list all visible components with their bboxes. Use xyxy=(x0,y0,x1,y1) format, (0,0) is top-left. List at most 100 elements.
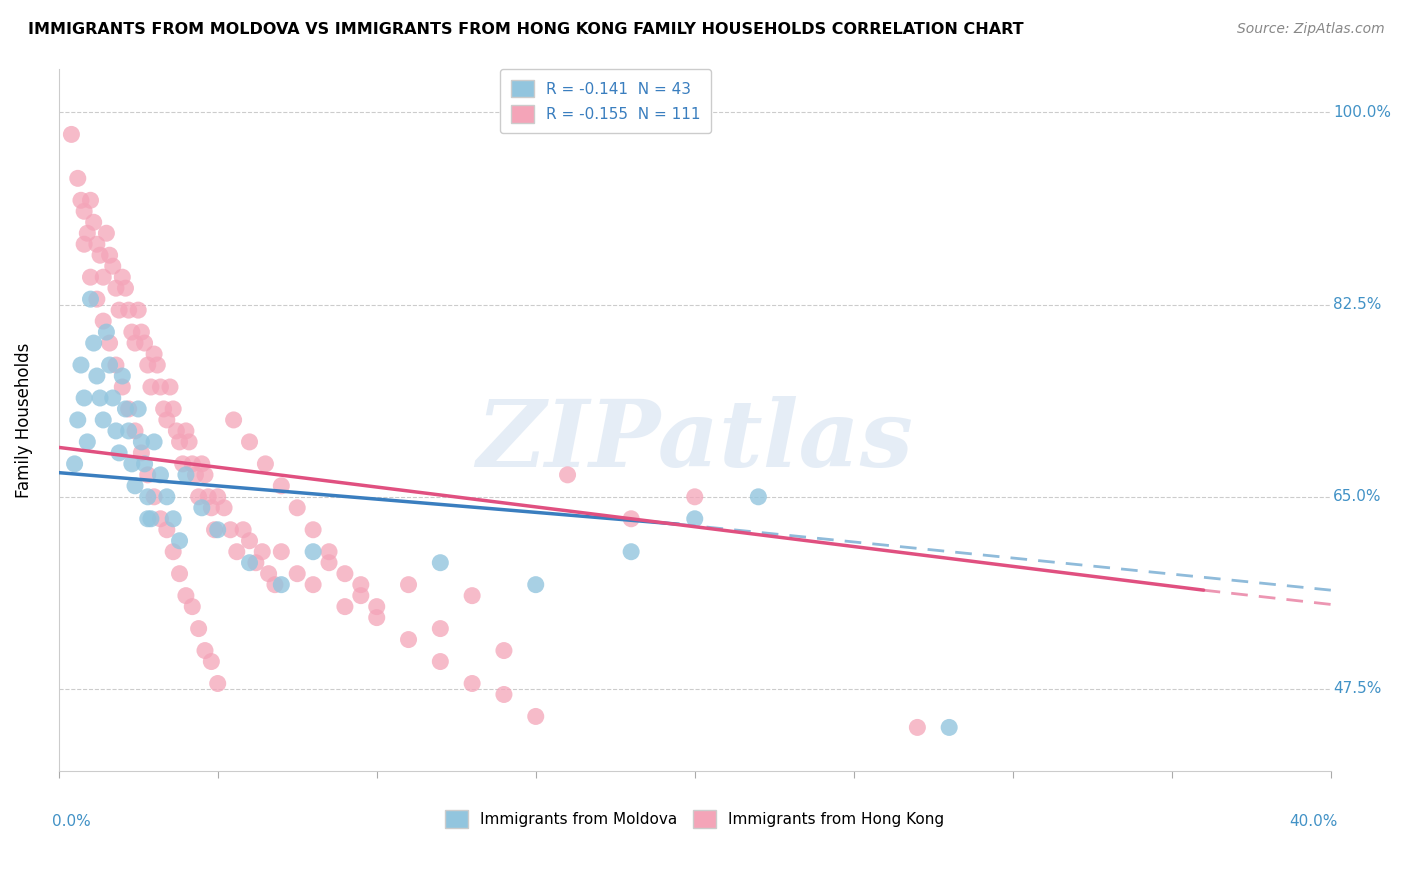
Point xyxy=(66,171,89,186)
Point xyxy=(96,226,118,240)
Point xyxy=(461,589,484,603)
Text: Source: ZipAtlas.com: Source: ZipAtlas.com xyxy=(1237,22,1385,37)
Point xyxy=(98,336,121,351)
Point xyxy=(366,599,388,614)
Point xyxy=(79,292,101,306)
Point xyxy=(96,325,118,339)
Point xyxy=(101,259,124,273)
Point xyxy=(207,490,229,504)
Point xyxy=(302,523,325,537)
Point xyxy=(177,434,200,449)
Point xyxy=(174,589,197,603)
Point xyxy=(143,434,166,449)
Point xyxy=(66,413,89,427)
Text: 65.0%: 65.0% xyxy=(1333,490,1382,504)
Point xyxy=(318,556,340,570)
Point xyxy=(136,358,159,372)
Point xyxy=(238,533,260,548)
Text: 40.0%: 40.0% xyxy=(1289,814,1337,829)
Point xyxy=(169,533,191,548)
Point xyxy=(187,622,209,636)
Point xyxy=(162,512,184,526)
Point xyxy=(124,336,146,351)
Point xyxy=(134,336,156,351)
Point xyxy=(60,128,83,142)
Point xyxy=(191,500,214,515)
Point xyxy=(162,545,184,559)
Point xyxy=(204,523,226,537)
Point xyxy=(111,380,134,394)
Point xyxy=(219,523,242,537)
Point xyxy=(461,676,484,690)
Point xyxy=(139,512,162,526)
Point xyxy=(124,424,146,438)
Point xyxy=(620,545,643,559)
Point xyxy=(118,303,141,318)
Point xyxy=(98,248,121,262)
Point xyxy=(86,292,108,306)
Point xyxy=(83,336,105,351)
Point xyxy=(429,556,451,570)
Point xyxy=(118,401,141,416)
Point xyxy=(156,490,179,504)
Point xyxy=(76,434,98,449)
Point xyxy=(143,347,166,361)
Point xyxy=(104,424,127,438)
Point xyxy=(86,369,108,384)
Text: IMMIGRANTS FROM MOLDOVA VS IMMIGRANTS FROM HONG KONG FAMILY HOUSEHOLDS CORRELATI: IMMIGRANTS FROM MOLDOVA VS IMMIGRANTS FR… xyxy=(28,22,1024,37)
Point xyxy=(245,556,267,570)
Point xyxy=(63,457,86,471)
Point xyxy=(181,599,204,614)
Point xyxy=(136,490,159,504)
Point xyxy=(104,281,127,295)
Point xyxy=(524,709,547,723)
Point xyxy=(101,391,124,405)
Point xyxy=(683,490,706,504)
Point xyxy=(557,467,579,482)
Point xyxy=(429,622,451,636)
Point xyxy=(398,632,420,647)
Point xyxy=(114,281,136,295)
Text: 82.5%: 82.5% xyxy=(1333,297,1382,312)
Point xyxy=(333,599,356,614)
Point xyxy=(683,512,706,526)
Text: 0.0%: 0.0% xyxy=(52,814,91,829)
Point xyxy=(70,358,93,372)
Point xyxy=(73,391,96,405)
Point xyxy=(83,215,105,229)
Point xyxy=(165,424,187,438)
Point xyxy=(184,467,207,482)
Point xyxy=(89,248,111,262)
Y-axis label: Family Households: Family Households xyxy=(15,343,32,498)
Point xyxy=(197,490,219,504)
Point xyxy=(285,500,308,515)
Point xyxy=(200,655,222,669)
Point xyxy=(264,577,287,591)
Point xyxy=(139,380,162,394)
Point xyxy=(398,577,420,591)
Point xyxy=(620,512,643,526)
Point xyxy=(194,643,217,657)
Point xyxy=(200,500,222,515)
Point xyxy=(938,721,960,735)
Point xyxy=(98,358,121,372)
Point xyxy=(254,457,277,471)
Point xyxy=(191,457,214,471)
Legend: Immigrants from Moldova, Immigrants from Hong Kong: Immigrants from Moldova, Immigrants from… xyxy=(439,804,950,834)
Point xyxy=(73,237,96,252)
Point xyxy=(131,446,153,460)
Text: 100.0%: 100.0% xyxy=(1333,105,1392,120)
Point xyxy=(747,490,769,504)
Point xyxy=(212,500,235,515)
Point xyxy=(91,413,114,427)
Point xyxy=(207,676,229,690)
Point xyxy=(285,566,308,581)
Point xyxy=(149,467,172,482)
Point xyxy=(121,325,143,339)
Point xyxy=(76,226,98,240)
Point xyxy=(127,303,149,318)
Point xyxy=(194,467,217,482)
Point xyxy=(108,303,131,318)
Point xyxy=(146,358,169,372)
Point xyxy=(149,380,172,394)
